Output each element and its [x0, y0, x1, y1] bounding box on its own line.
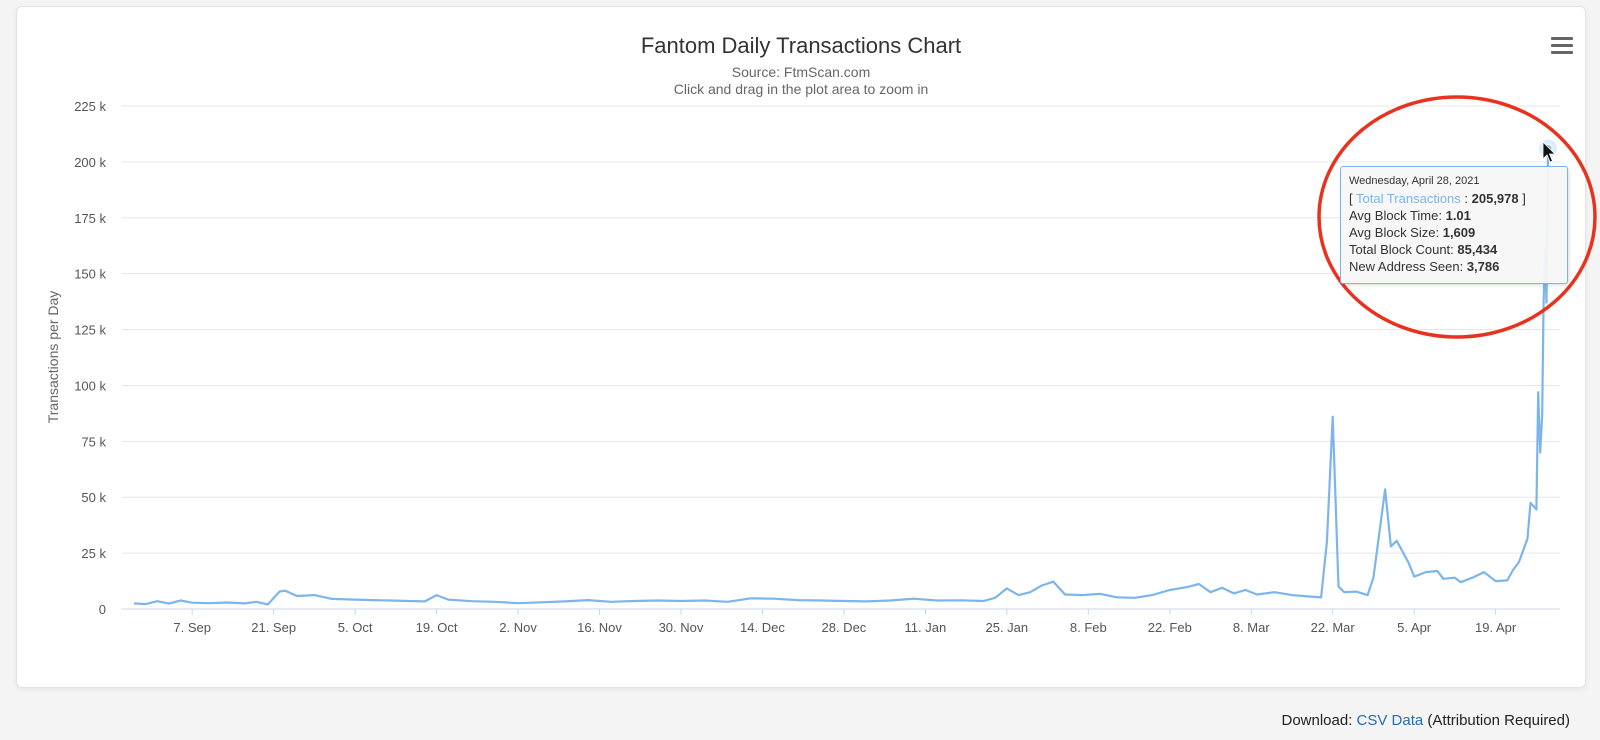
x-tick-label: 25. Jan	[986, 620, 1029, 635]
x-axis-ticks: 7. Sep 21. Sep 5. Oct 19. Oct 2. Nov 16. Nov 3…	[173, 609, 1517, 635]
mouse-cursor-icon	[1542, 141, 1556, 163]
tooltip-row: Avg Block Time: 1.01	[1349, 207, 1559, 224]
x-tick-label: 8. Feb	[1070, 620, 1107, 635]
x-tick-label: 2. Nov	[499, 620, 537, 635]
tooltip-row: Avg Block Size: 1,609	[1349, 224, 1559, 241]
chart-plot[interactable]: 0 25 k 50 k 75 k 100 k 125 k 150 k 175 k 200 k 22…	[0, 0, 1600, 700]
y-tick-label: 175 k	[74, 211, 106, 226]
tooltip-row-value: 1.01	[1445, 208, 1471, 223]
chart-subtitle-source: Source: FtmScan.com	[731, 64, 871, 80]
x-tick-label: 21. Sep	[251, 620, 296, 635]
x-tick-label: 5. Oct	[338, 620, 373, 635]
hamburger-icon-bar	[1551, 37, 1573, 40]
tooltip-row-value: 3,786	[1466, 259, 1500, 274]
y-tick-label: 200 k	[74, 155, 106, 170]
data-tooltip: Wednesday, April 28, 2021 [ Total Transa…	[1340, 166, 1568, 284]
tooltip-series-row: [ Total Transactions : 205,978 ]	[1349, 191, 1526, 206]
y-tick-label: 125 k	[74, 323, 106, 338]
x-tick-label: 22. Feb	[1148, 620, 1192, 635]
y-axis-ticks: 0 25 k 50 k 75 k 100 k 125 k 150 k 175 k 200 k 22…	[74, 99, 106, 617]
y-tick-label: 100 k	[74, 378, 106, 393]
attribution-note: (Attribution Required)	[1427, 712, 1570, 729]
x-tick-label: 30. Nov	[659, 620, 704, 635]
hamburger-icon-bar	[1551, 44, 1573, 47]
tooltip-row-label: New Address Seen:	[1349, 259, 1464, 274]
x-tick-label: 16. Nov	[577, 620, 622, 635]
tooltip-row: New Address Seen: 3,786	[1349, 258, 1559, 275]
y-tick-label: 75 k	[81, 434, 106, 449]
grid-lines	[122, 105, 1560, 610]
y-tick-label: 225 k	[74, 99, 106, 114]
x-tick-label: 22. Mar	[1311, 620, 1356, 635]
tooltip-row-label: Avg Block Time:	[1349, 208, 1442, 223]
download-label: Download:	[1281, 712, 1353, 729]
csv-data-link[interactable]: CSV Data	[1356, 712, 1424, 729]
x-tick-label: 11. Jan	[905, 620, 947, 635]
tooltip-row-value: 1,609	[1442, 225, 1476, 240]
hamburger-icon-bar	[1551, 51, 1573, 54]
y-tick-label: 50 k	[81, 490, 106, 505]
x-tick-label: 5. Apr	[1397, 620, 1432, 635]
x-tick-label: 14. Dec	[740, 620, 785, 635]
tooltip-row: Total Block Count: 85,434	[1349, 241, 1559, 258]
chart-subtitle-hint: Click and drag in the plot area to zoom …	[673, 81, 929, 97]
tooltip-row-label: Total Block Count:	[1349, 242, 1454, 257]
x-tick-label: 28. Dec	[822, 620, 867, 635]
tooltip-date: Wednesday, April 28, 2021	[1349, 175, 1480, 187]
tooltip-row-label: Avg Block Size:	[1349, 225, 1440, 240]
chart-menu-button[interactable]	[1551, 37, 1573, 55]
x-tick-label: 7. Sep	[173, 620, 211, 635]
highlight-circle-annotation	[1317, 95, 1597, 339]
tooltip-series-value: 205,978	[1471, 191, 1519, 206]
y-tick-label: 150 k	[74, 267, 106, 282]
x-tick-label: 19. Apr	[1475, 620, 1517, 635]
x-tick-label: 8. Mar	[1233, 620, 1271, 635]
y-axis-label: Transactions per Day	[45, 291, 61, 424]
x-tick-label: 19. Oct	[416, 620, 458, 635]
chart-card: Fantom Daily Transactions Chart Source: …	[16, 6, 1586, 688]
tooltip-row-value: 85,434	[1457, 242, 1498, 257]
download-footer: Download: CSV Data (Attribution Required…	[1281, 712, 1570, 729]
y-tick-label: 0	[99, 602, 106, 617]
y-tick-label: 25 k	[81, 546, 106, 561]
series-line-total-transactions[interactable]	[133, 148, 1550, 606]
tooltip-series-name: Total Transactions	[1356, 191, 1461, 206]
chart-title: Fantom Daily Transactions Chart	[640, 33, 962, 58]
